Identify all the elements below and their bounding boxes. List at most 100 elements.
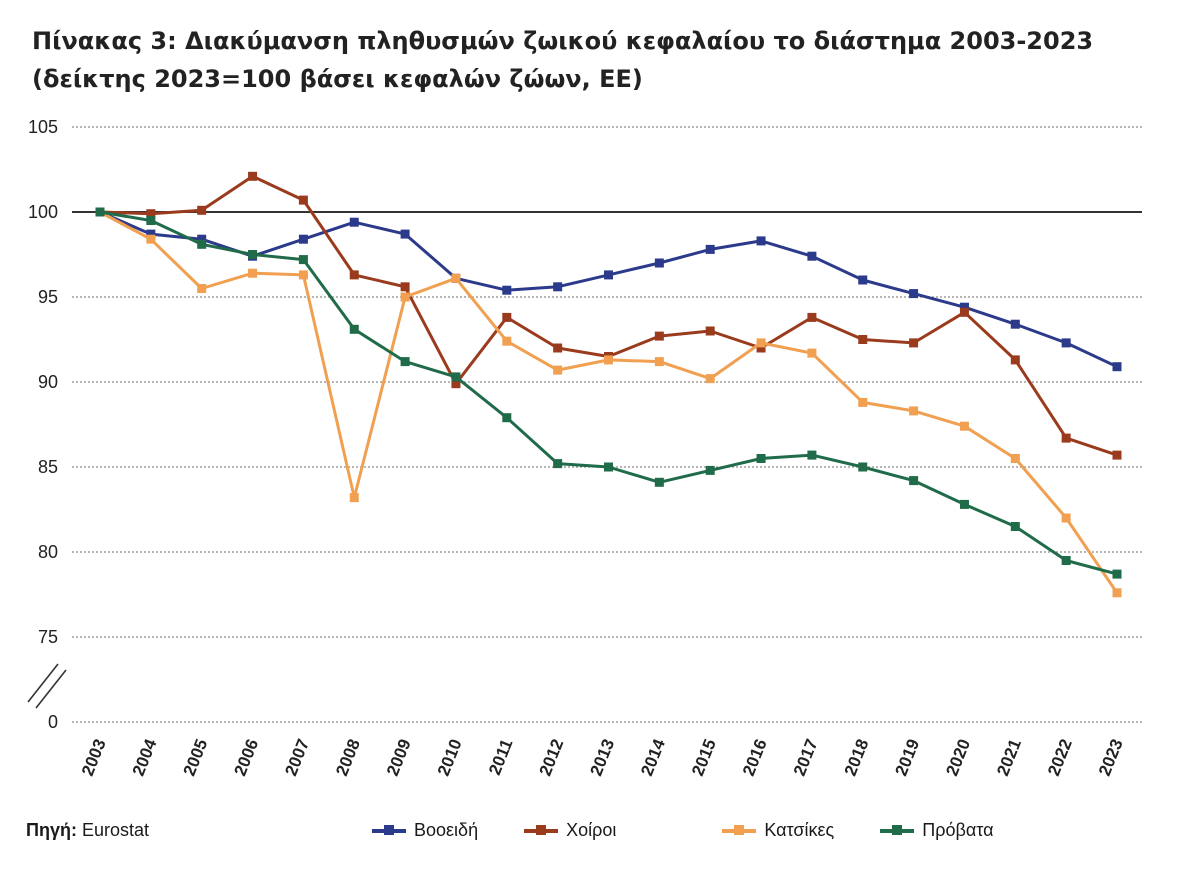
data-point-s4-2012 xyxy=(553,459,563,469)
data-point-s3-2008 xyxy=(349,493,359,503)
data-point-s1-2020 xyxy=(959,302,969,312)
x-tick-label-2013: 2013 xyxy=(586,736,618,778)
data-point-s1-2021 xyxy=(1010,319,1020,329)
data-point-s3-2013 xyxy=(604,355,613,365)
axis-break-mark xyxy=(35,669,67,709)
x-tick-label-2015: 2015 xyxy=(688,736,720,778)
x-tick-label-2017: 2017 xyxy=(790,736,822,778)
x-tick-label-2010: 2010 xyxy=(434,736,466,778)
data-point-s2-2007 xyxy=(298,195,308,205)
x-tick-label-2023: 2023 xyxy=(1095,736,1127,778)
data-point-s1-2007 xyxy=(298,234,308,244)
data-point-s3-2014 xyxy=(654,357,664,367)
data-point-s4-2019 xyxy=(909,476,919,486)
data-point-s4-2016 xyxy=(756,454,766,463)
x-tick-label-2004: 2004 xyxy=(129,736,161,779)
data-point-s3-2012 xyxy=(553,365,563,375)
data-point-s1-2015 xyxy=(705,244,715,254)
data-point-s3-2011 xyxy=(502,336,512,346)
data-point-s2-2006 xyxy=(248,171,258,181)
x-tick-label-2012: 2012 xyxy=(536,736,568,778)
x-tick-label-2009: 2009 xyxy=(383,736,415,778)
data-point-s4-2007 xyxy=(298,255,308,265)
data-point-s3-2006 xyxy=(248,268,258,278)
data-point-s3-2016 xyxy=(756,338,766,348)
y-tick-label-85: 85 xyxy=(38,457,58,477)
data-point-s1-2014 xyxy=(654,258,664,268)
x-tick-label-2019: 2019 xyxy=(892,736,924,778)
legend-item-goats: Κατσίκες xyxy=(722,820,834,841)
x-tick-label-2008: 2008 xyxy=(332,736,364,778)
data-point-s3-2005 xyxy=(197,284,207,293)
data-point-s2-2018 xyxy=(858,335,868,344)
y-tick-label-75: 75 xyxy=(38,627,58,647)
legend-item-cattle: Βοοειδή xyxy=(372,820,478,841)
x-tick-label-2020: 2020 xyxy=(942,736,974,778)
data-point-s4-2005 xyxy=(197,239,207,249)
data-point-s2-2017 xyxy=(807,312,817,322)
x-tick-label-2006: 2006 xyxy=(230,736,262,778)
data-point-s3-2022 xyxy=(1061,513,1071,523)
legend-label-cattle: Βοοειδή xyxy=(414,820,479,840)
x-tick-label-2003: 2003 xyxy=(78,736,110,778)
x-tick-label-2016: 2016 xyxy=(739,736,771,778)
data-point-s2-2004 xyxy=(146,209,156,219)
x-tick-label-2018: 2018 xyxy=(841,736,873,778)
data-point-s3-2010 xyxy=(451,273,461,283)
series-line-1 xyxy=(99,210,1118,369)
x-axis: 2003 2004 2005 2006 2007 2008 2009 2010 2011 2012… xyxy=(78,736,1127,779)
legend-item-sheep: Πρόβατα xyxy=(880,820,994,841)
data-point-s1-2016 xyxy=(756,236,766,246)
data-point-s3-2007 xyxy=(298,270,308,280)
data-point-s4-2008 xyxy=(349,324,359,334)
x-tick-label-2005: 2005 xyxy=(180,736,212,778)
data-point-s2-2022 xyxy=(1061,433,1071,443)
data-point-s2-2015 xyxy=(705,326,715,336)
y-tick-label-105: 105 xyxy=(28,117,58,137)
data-point-s1-2018 xyxy=(858,275,868,285)
data-point-s3-2018 xyxy=(858,397,868,407)
data-point-s1-2004 xyxy=(146,229,156,239)
data-point-s1-2017 xyxy=(807,251,817,261)
data-point-s2-2012 xyxy=(553,343,563,353)
legend-label-goats: Κατσίκες xyxy=(764,820,835,840)
data-point-s4-2023 xyxy=(1112,569,1122,579)
data-point-s1-2023 xyxy=(1112,362,1122,372)
y-tick-label-95: 95 xyxy=(38,287,58,307)
data-point-s1-2012 xyxy=(553,282,563,292)
data-point-s3-2023 xyxy=(1112,588,1122,598)
data-point-s4-2006 xyxy=(248,250,258,259)
legend-swatch-goats xyxy=(722,824,757,835)
y-tick-label-0: 0 xyxy=(48,712,58,732)
data-point-s3-2020 xyxy=(959,421,969,431)
chart-title-line1: Πίνακας 3: Διακύμανση πληθυσμών ζωικού κ… xyxy=(32,27,1094,55)
data-point-s1-2009 xyxy=(400,229,410,239)
chart-title-line2: (δείκτης 2023=100 βάσει κεφαλών ζώων, ΕΕ… xyxy=(32,65,643,93)
data-point-s4-2004 xyxy=(146,216,156,225)
gridlines xyxy=(72,126,1142,723)
data-point-s3-2009 xyxy=(400,292,410,302)
x-tick-label-2011: 2011 xyxy=(485,736,516,777)
data-point-s4-2022 xyxy=(1061,556,1071,565)
legend-item-pigs: Χοίροι xyxy=(524,820,616,841)
series-group xyxy=(95,171,1122,598)
x-tick-label-2014: 2014 xyxy=(637,736,669,779)
y-tick-label-100: 100 xyxy=(28,202,58,222)
legend-label-pigs: Χοίροι xyxy=(566,820,617,840)
data-point-s4-2013 xyxy=(604,462,613,472)
y-tick-label-80: 80 xyxy=(38,542,58,562)
data-point-s1-2011 xyxy=(502,285,512,295)
data-point-s4-2010 xyxy=(451,372,461,382)
data-point-s4-2009 xyxy=(400,357,410,367)
data-point-s2-2009 xyxy=(400,282,410,292)
legend-label-sheep: Πρόβατα xyxy=(922,820,994,840)
data-point-s1-2019 xyxy=(909,289,919,299)
data-point-s3-2021 xyxy=(1010,454,1020,463)
data-point-s2-2019 xyxy=(909,338,919,348)
series-line-4 xyxy=(99,210,1118,576)
data-point-s4-2003 xyxy=(95,207,105,217)
data-point-s2-2005 xyxy=(197,205,207,215)
source-note: Πηγή: Eurostat xyxy=(26,820,149,841)
axis-break-mark xyxy=(27,663,59,703)
